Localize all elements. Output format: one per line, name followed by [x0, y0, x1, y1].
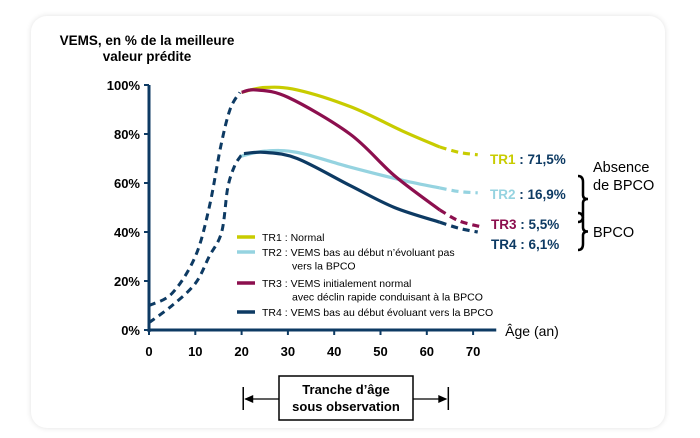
x-tick-label: 30 — [281, 344, 295, 359]
arrow-right-icon — [438, 395, 448, 403]
age-range-label: Tranche d’âge — [302, 382, 389, 397]
series-line-tr4 — [243, 150, 441, 224]
x-tick-label: 0 — [145, 344, 152, 359]
legend-label: TR2 : VEMS bas au début n’évoluant pas — [262, 247, 455, 259]
y-axis-title-line2: valeur prédite — [103, 49, 192, 64]
y-axis-title-line1: VEMS, en % de la meilleure — [60, 33, 235, 48]
y-tick-label: 100% — [107, 78, 141, 93]
x-axis-title: Âge (an) — [505, 323, 559, 339]
series-line-tr3 — [241, 88, 441, 212]
x-tick-label: 10 — [188, 344, 202, 359]
legend-label-cont: avec déclin rapide conduisant à la BPCO — [292, 292, 483, 304]
end-label-tr1: TR1 : 71,5% — [490, 152, 566, 167]
age-range-box — [278, 375, 414, 421]
y-tick-label: 60% — [114, 176, 140, 191]
series-line-tr1 — [241, 85, 441, 149]
series-projection-tr2 — [439, 186, 478, 195]
y-tick-label: 20% — [114, 274, 140, 289]
x-tick-label: 60 — [420, 344, 434, 359]
series-projection-tr3 — [438, 208, 483, 229]
end-label-tr2: TR2 : 16,9% — [490, 187, 566, 202]
x-tick-label: 20 — [234, 344, 248, 359]
x-tick-label: 70 — [466, 344, 480, 359]
x-tick-label: 50 — [373, 344, 387, 359]
legend-label: TR1 : Normal — [262, 232, 324, 244]
legend-label: TR3 : VEMS initialement normal — [262, 278, 411, 290]
brace-copd — [577, 211, 589, 252]
growth-curve — [148, 91, 242, 307]
y-tick-label: 80% — [114, 127, 140, 142]
age-range-label-cont: sous observation — [292, 399, 400, 414]
y-tick-label: 0% — [121, 323, 140, 338]
group-label-copd: BPCO — [593, 225, 634, 241]
legend-label-cont: vers la BPCO — [292, 261, 356, 273]
series-projection-tr1 — [439, 145, 478, 157]
end-label-tr3: TR3 : 5,5% — [491, 217, 559, 232]
group-label-no-copd-cont: de BPCO — [593, 178, 654, 194]
end-label-tr4: TR4 : 6,1% — [491, 237, 559, 252]
y-tick-label: 40% — [114, 225, 140, 240]
arrow-left-icon — [244, 395, 254, 403]
x-tick-label: 40 — [327, 344, 341, 359]
legend-label: TR4 : VEMS bas au début évoluant vers la… — [262, 307, 493, 319]
group-label-no-copd: Absence — [593, 160, 649, 176]
growth-curve — [148, 153, 243, 324]
chart-card — [31, 16, 665, 428]
series-projection-tr4 — [439, 220, 479, 234]
